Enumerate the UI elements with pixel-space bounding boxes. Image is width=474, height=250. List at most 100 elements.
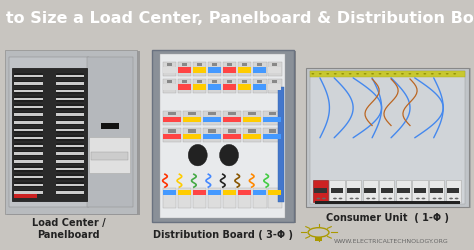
- Bar: [268, 68, 281, 73]
- Bar: [346, 180, 361, 202]
- Bar: [9, 58, 89, 207]
- Bar: [223, 85, 236, 90]
- Bar: [14, 91, 43, 93]
- Bar: [163, 62, 176, 76]
- Bar: [238, 190, 251, 195]
- Bar: [254, 85, 266, 90]
- Bar: [56, 114, 84, 116]
- Bar: [193, 190, 206, 195]
- Bar: [308, 69, 471, 208]
- Circle shape: [416, 198, 420, 200]
- Bar: [163, 190, 176, 195]
- Bar: [14, 82, 43, 87]
- Bar: [447, 188, 459, 193]
- Bar: [163, 112, 181, 126]
- Bar: [379, 180, 394, 202]
- Bar: [14, 128, 43, 134]
- Circle shape: [334, 74, 337, 75]
- Bar: [264, 134, 281, 140]
- Bar: [212, 64, 217, 67]
- Bar: [56, 153, 84, 155]
- Bar: [208, 188, 221, 208]
- Bar: [263, 129, 282, 143]
- Bar: [310, 72, 465, 204]
- Bar: [167, 64, 172, 67]
- Bar: [56, 159, 84, 164]
- Bar: [268, 190, 281, 195]
- Bar: [223, 62, 237, 76]
- Bar: [272, 64, 277, 67]
- Bar: [56, 160, 84, 163]
- Bar: [414, 188, 426, 193]
- Bar: [178, 80, 191, 94]
- Bar: [14, 153, 43, 155]
- Bar: [178, 188, 191, 208]
- Bar: [14, 105, 43, 110]
- Bar: [14, 122, 43, 124]
- Bar: [223, 68, 236, 73]
- Bar: [223, 129, 241, 143]
- Bar: [14, 137, 43, 140]
- Bar: [192, 80, 206, 94]
- Bar: [197, 64, 202, 67]
- Circle shape: [364, 74, 366, 75]
- Bar: [208, 62, 221, 76]
- Bar: [163, 117, 181, 122]
- Bar: [182, 81, 187, 84]
- Bar: [56, 82, 84, 87]
- Bar: [257, 64, 263, 67]
- Circle shape: [388, 198, 392, 200]
- Circle shape: [383, 198, 387, 200]
- Bar: [56, 174, 84, 180]
- Bar: [238, 188, 252, 208]
- Bar: [14, 167, 43, 172]
- Bar: [163, 188, 176, 208]
- Bar: [446, 180, 461, 202]
- Bar: [178, 85, 191, 90]
- Bar: [163, 134, 181, 140]
- Bar: [238, 80, 252, 94]
- Bar: [315, 201, 460, 204]
- Bar: [5, 51, 137, 214]
- Bar: [14, 182, 43, 188]
- Bar: [56, 112, 84, 118]
- Bar: [193, 68, 206, 73]
- Bar: [183, 134, 201, 140]
- Circle shape: [379, 74, 382, 75]
- Text: Consumer Unit  ( 1-Φ ): Consumer Unit ( 1-Φ ): [326, 212, 449, 222]
- Bar: [203, 117, 221, 122]
- Bar: [14, 160, 43, 163]
- Text: Load Center /
Panelboard: Load Center / Panelboard: [32, 217, 106, 239]
- Bar: [56, 97, 84, 102]
- Bar: [14, 174, 43, 180]
- Bar: [14, 159, 43, 164]
- Bar: [223, 134, 241, 140]
- Bar: [188, 113, 196, 116]
- Bar: [56, 168, 84, 170]
- Bar: [248, 130, 256, 133]
- Circle shape: [386, 74, 389, 75]
- Bar: [14, 114, 43, 116]
- Bar: [347, 188, 360, 193]
- Bar: [238, 85, 251, 90]
- Bar: [242, 81, 247, 84]
- Bar: [363, 180, 378, 202]
- Bar: [208, 68, 221, 73]
- Circle shape: [366, 198, 370, 200]
- Bar: [56, 144, 84, 149]
- Circle shape: [438, 74, 441, 75]
- Circle shape: [449, 198, 453, 200]
- Bar: [12, 68, 87, 201]
- Circle shape: [400, 198, 403, 200]
- Circle shape: [416, 74, 419, 75]
- Bar: [163, 68, 176, 73]
- Bar: [87, 58, 133, 207]
- Bar: [183, 117, 201, 122]
- Bar: [167, 81, 172, 84]
- Bar: [14, 151, 43, 157]
- Bar: [227, 81, 232, 84]
- Bar: [14, 98, 43, 101]
- Bar: [243, 112, 262, 126]
- Bar: [14, 168, 43, 170]
- Bar: [14, 145, 43, 147]
